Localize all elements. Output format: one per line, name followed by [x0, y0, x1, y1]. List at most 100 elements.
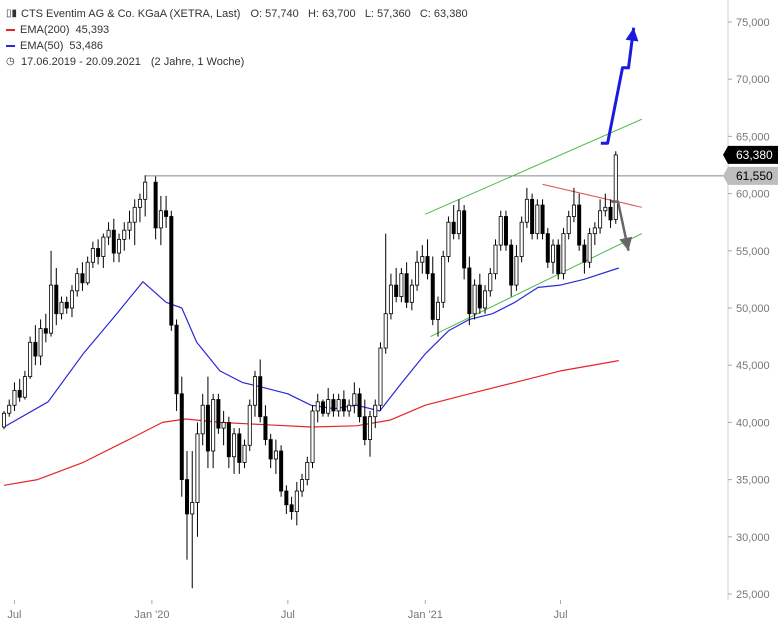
candle-body — [446, 221, 451, 257]
candle-body — [483, 290, 488, 309]
candle-body — [509, 244, 514, 286]
forecast-down-arrow-head — [619, 236, 633, 251]
candle-body — [545, 233, 550, 263]
ema200-line — [3, 360, 619, 486]
candle-body — [117, 238, 122, 254]
y-tick-label: 70,000 — [736, 74, 770, 86]
candle-body — [378, 347, 383, 406]
candle-body — [216, 399, 221, 429]
candle-body — [456, 210, 461, 235]
channel-upper-line — [425, 118, 643, 215]
candle-body — [17, 389, 22, 398]
candle-body — [415, 261, 420, 286]
candle-body — [498, 216, 503, 246]
x-tick-label: Jul — [281, 609, 295, 621]
candle-body — [205, 404, 210, 452]
candle-body — [362, 416, 367, 440]
y-tick-label: 50,000 — [736, 303, 770, 315]
legend-instrument-row: ▯▮ CTS Eventim AG & Co. KGaA (XETRA, Las… — [6, 6, 468, 22]
candle-body — [404, 273, 409, 303]
candle-body — [519, 221, 524, 257]
y-tick-label: 40,000 — [736, 417, 770, 429]
legend-ema50-row: EMA(50) 53,486 — [6, 38, 468, 54]
candle-body — [310, 410, 315, 463]
candle-body — [467, 267, 472, 315]
y-tick-label: 60,000 — [736, 189, 770, 201]
candle-body — [571, 204, 576, 217]
candle-body — [158, 210, 163, 229]
candle-body — [352, 393, 357, 406]
candle-body — [49, 284, 54, 334]
candle-body — [96, 248, 101, 257]
period-range: 17.06.2019 - 20.09.2021 — [21, 56, 141, 68]
candle-body — [551, 244, 556, 263]
candle-body — [383, 313, 388, 349]
candle-body — [368, 416, 373, 440]
candle-body — [268, 439, 273, 460]
candle-body — [237, 433, 242, 463]
candle-body — [185, 479, 190, 515]
y-tick-label: 65,000 — [736, 131, 770, 143]
candle-body — [613, 154, 618, 220]
forecast-up-arrow-shaft — [600, 27, 636, 145]
candle-body — [7, 404, 12, 414]
ema50-swatch-icon — [6, 45, 15, 47]
candle-body — [232, 433, 237, 458]
candle-body — [43, 328, 48, 334]
candle-body — [200, 404, 205, 435]
candle-body — [174, 324, 179, 395]
x-tick-label: Jul — [7, 609, 21, 621]
ema50-label: EMA(50) — [20, 40, 64, 52]
candle-body — [540, 204, 545, 235]
y-tick-label: 75,000 — [736, 17, 770, 29]
candle-body — [566, 216, 571, 235]
y-tick-label: 45,000 — [736, 360, 770, 372]
candle-body — [530, 198, 535, 235]
candle-body — [101, 236, 106, 257]
candle-body — [399, 273, 404, 297]
candle-body — [556, 244, 561, 275]
candle-body — [85, 261, 90, 284]
ema50-value: 53,486 — [69, 40, 104, 52]
y-tick-label: 25,000 — [736, 589, 770, 601]
x-tick-label: Jan '20 — [134, 609, 169, 621]
candle-body — [153, 181, 158, 229]
candle-body — [242, 444, 247, 463]
candle-body — [357, 393, 362, 418]
forecast-up-arrow-head — [625, 27, 639, 42]
candle-body — [608, 206, 613, 221]
legend-period-row: ◷ 17.06.2019 - 20.09.2021 (2 Jahre, 1 Wo… — [6, 54, 468, 70]
candle-body — [284, 490, 289, 506]
candle-body — [493, 244, 498, 275]
candle-body — [582, 244, 587, 263]
ema200-label: EMA(200) — [20, 24, 70, 36]
candle-body — [320, 401, 325, 414]
candle-body — [252, 376, 257, 406]
ema50-line — [3, 267, 619, 428]
candle-body — [425, 256, 430, 275]
candle-body — [38, 328, 43, 357]
candle-body — [598, 210, 603, 229]
instrument-title: CTS Eventim AG & Co. KGaA (XETRA, Last) — [21, 8, 241, 20]
candle-body — [488, 273, 493, 292]
candle-body — [451, 221, 456, 235]
candle-body — [294, 490, 299, 513]
candle-body — [561, 233, 566, 275]
candle-body — [111, 229, 116, 254]
candle-body — [64, 301, 69, 309]
candle-body — [54, 284, 59, 315]
candle-body — [326, 399, 331, 414]
candle-body — [388, 284, 393, 315]
legend-ema200-row: EMA(200) 45,393 — [6, 22, 468, 38]
channel-lower-line — [430, 233, 643, 338]
ema200-value: 45,393 — [75, 24, 110, 36]
y-tick-label: 30,000 — [736, 532, 770, 544]
candle-body — [195, 433, 200, 503]
candle-body — [190, 502, 195, 515]
candle-body — [587, 233, 592, 263]
candle-body — [28, 341, 33, 378]
ohlc-readout: O: 57,740 H: 63,700 L: 57,360 C: 63,380 — [250, 8, 468, 20]
x-tick-label: Jan '21 — [408, 609, 443, 621]
candle-body — [211, 399, 216, 452]
